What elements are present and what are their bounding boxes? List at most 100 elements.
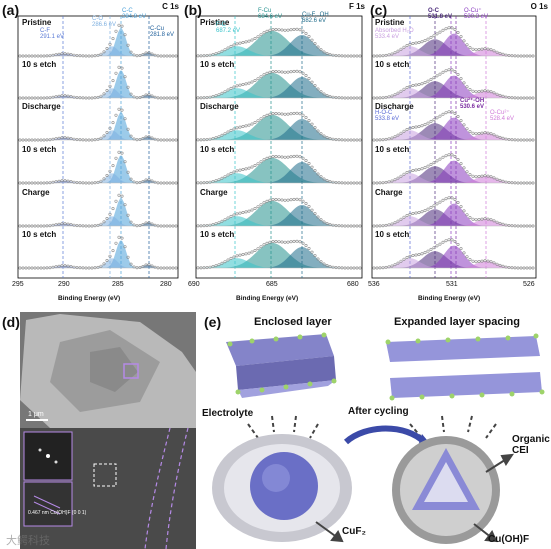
spectrum-point bbox=[408, 126, 412, 130]
spectrum-point bbox=[438, 72, 442, 76]
spectrum-point bbox=[286, 28, 290, 32]
spectrum-point bbox=[322, 220, 326, 224]
spectrum-point bbox=[244, 40, 248, 44]
spectrum-point bbox=[423, 166, 427, 170]
spectrum-point bbox=[414, 125, 418, 129]
spectrum-point bbox=[486, 131, 490, 135]
spectrum-point bbox=[298, 240, 302, 244]
spectrum-point bbox=[313, 254, 317, 258]
spectrum-point bbox=[468, 46, 472, 50]
spectrum-point bbox=[247, 209, 251, 213]
spectrum-point bbox=[483, 47, 487, 51]
spectrum-point bbox=[271, 198, 275, 202]
spectrum-point bbox=[507, 224, 511, 228]
spectrum-point bbox=[256, 247, 260, 251]
spectrum-point bbox=[298, 112, 302, 116]
panel-c-letter: (c) bbox=[370, 2, 388, 18]
spectrum-point bbox=[141, 95, 145, 99]
panel-b-row-3: Discharge bbox=[200, 102, 239, 111]
spectrum-point bbox=[301, 71, 305, 75]
spectrum-point bbox=[307, 162, 311, 166]
spectrum-point bbox=[432, 246, 436, 250]
spectrum-point bbox=[277, 155, 281, 159]
spectrum-point bbox=[150, 52, 154, 56]
spectrum-point bbox=[253, 249, 257, 253]
spectrum-point bbox=[441, 70, 445, 74]
spectrum-point bbox=[220, 261, 224, 265]
spectrum-point bbox=[75, 224, 79, 228]
spectrum-point bbox=[450, 110, 454, 114]
spectrum-point bbox=[474, 260, 478, 264]
spectrum-point bbox=[75, 138, 79, 142]
spectrum-point bbox=[325, 222, 329, 226]
peak-label-o-cu2: O-Cu²⁺ 528.4 eV bbox=[490, 110, 515, 122]
spectrum-point bbox=[429, 247, 433, 251]
spectrum-point bbox=[319, 260, 323, 264]
tick-536: 536 bbox=[368, 281, 380, 288]
spectrum-component bbox=[198, 77, 360, 98]
spectrum-point bbox=[381, 54, 385, 58]
spectrum-point bbox=[456, 201, 460, 205]
spectrum-point bbox=[417, 168, 421, 172]
spectrum-point bbox=[423, 209, 427, 213]
spectrum-point bbox=[313, 84, 317, 88]
spectrum-point bbox=[459, 77, 463, 81]
spectrum-point bbox=[102, 262, 106, 266]
spectrum-point bbox=[75, 54, 79, 58]
spectrum-component bbox=[20, 179, 176, 183]
spectrum-point bbox=[126, 255, 130, 259]
spectrum-point bbox=[298, 198, 302, 202]
spectrum-point bbox=[334, 96, 338, 100]
spectrum-point bbox=[60, 136, 64, 140]
spectrum-point bbox=[480, 217, 484, 221]
spectrum-point bbox=[498, 178, 502, 182]
spectrum-point bbox=[301, 113, 305, 117]
enclosed-crystal bbox=[226, 332, 337, 398]
spectrum-point bbox=[331, 137, 335, 141]
spectrum-point bbox=[423, 39, 427, 43]
spectrum-point bbox=[244, 167, 248, 171]
spectrum-point bbox=[229, 44, 233, 48]
panel-c-xlabel: Binding Energy (eV) bbox=[418, 295, 481, 302]
spectrum-component bbox=[198, 130, 360, 140]
spectrum-point bbox=[57, 179, 61, 183]
spectrum-point bbox=[289, 70, 293, 74]
spectrum-point bbox=[111, 79, 115, 83]
spectrum-point bbox=[141, 223, 145, 227]
spectrum-point bbox=[456, 115, 460, 119]
spectrum-point bbox=[63, 136, 67, 140]
spectrum-point bbox=[247, 81, 251, 85]
spectrum-point bbox=[208, 137, 212, 141]
spectrum-point bbox=[316, 257, 320, 261]
spectrum-point bbox=[465, 255, 469, 259]
tem-flake bbox=[20, 312, 196, 428]
spectrum-point bbox=[393, 221, 397, 225]
spectrum-point bbox=[426, 79, 430, 83]
spectrum-point bbox=[432, 204, 436, 208]
spectrum-point bbox=[229, 86, 233, 90]
spectrum-point bbox=[232, 127, 236, 131]
spectrum-point bbox=[283, 198, 287, 202]
spectrum-point bbox=[507, 53, 511, 57]
spectrum-point bbox=[259, 75, 263, 79]
spectrum-component bbox=[374, 49, 534, 56]
spectrum-point bbox=[274, 70, 278, 74]
cuf2-label: CuF₂ bbox=[342, 526, 366, 537]
spectrum-component bbox=[374, 245, 534, 268]
spectrum-point bbox=[108, 126, 112, 130]
spectrum-point bbox=[120, 236, 124, 240]
spectrum-point bbox=[498, 135, 502, 139]
spectrum-point bbox=[504, 53, 508, 57]
spectrum-point bbox=[241, 40, 245, 44]
spectrum-point bbox=[384, 265, 388, 269]
spectrum-point bbox=[301, 241, 305, 245]
spectrum-point bbox=[268, 240, 272, 244]
spectrum-point bbox=[432, 34, 436, 38]
spectrum-point bbox=[316, 172, 320, 176]
panel-c: (c) O 1s Pristine 10 s etch Discharge 10… bbox=[368, 0, 551, 310]
spectrum-point bbox=[150, 222, 154, 226]
spectrum-point bbox=[331, 53, 335, 57]
spectrum-point bbox=[259, 245, 263, 249]
spectrum-point bbox=[498, 93, 502, 97]
spectrum-point bbox=[331, 95, 335, 99]
